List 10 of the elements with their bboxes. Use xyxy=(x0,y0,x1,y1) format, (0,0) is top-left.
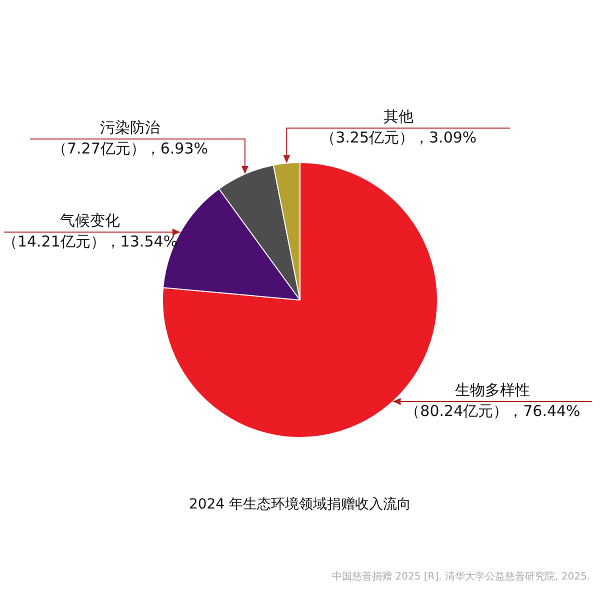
data-label: （7.27亿元），6.93% xyxy=(52,139,208,158)
text: 中国慈善捐赠 2025 [R]. 清华大学公益慈善研究院, 2025. xyxy=(332,570,590,583)
slice-label: 污染防治 xyxy=(100,118,160,136)
data-label: （14.21亿元），13.54% xyxy=(2,232,178,251)
data-label: （80.24亿元），76.44% xyxy=(405,402,580,420)
data-label: （3.25亿元），3.09% xyxy=(320,128,477,147)
slice-label: 生物多样性 xyxy=(455,380,530,399)
text: 2024 年生态环境领域捐赠收入流向 xyxy=(188,496,412,513)
slice-label: 其他 xyxy=(384,108,414,126)
slice-label: 气候变化 xyxy=(60,212,120,230)
